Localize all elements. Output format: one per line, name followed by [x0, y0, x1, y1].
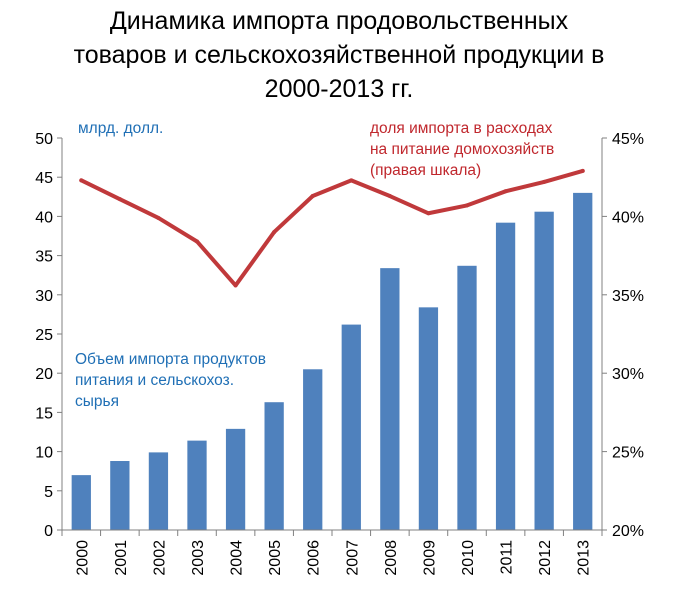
x-axis: 2000 2001 2002 2003 2004 2005 2006 2007 2008 2009…: [61, 530, 603, 576]
line-series-label: доля импорта в расходах на питание домохо…: [370, 120, 554, 179]
line-point: [195, 239, 199, 244]
bar: [573, 192, 593, 530]
right-tick-label: 40%: [612, 209, 644, 226]
bar: [148, 452, 169, 530]
left-tick-label: 30: [35, 288, 53, 305]
chart-title-line-3: 2000-2013 гг.: [264, 75, 414, 103]
x-tick-label: 2013: [576, 540, 593, 576]
x-tick-label: 2011: [499, 540, 516, 575]
left-axis: 0 5 10 15 20 25 30 35 40 45 50: [35, 131, 62, 540]
line-point: [426, 211, 431, 216]
bar: [380, 268, 400, 530]
x-tick-label: 2010: [460, 540, 477, 576]
line-series-label-line: на питание домохозяйств: [370, 141, 554, 158]
line-point: [349, 178, 354, 183]
bar: [110, 461, 130, 530]
right-tick-label: 45%: [612, 131, 644, 148]
bar-series-label: Объем импорта продуктов питания и сельско…: [75, 351, 266, 410]
x-tick-label: 2008: [383, 540, 400, 576]
left-tick-label: 20: [35, 366, 53, 383]
x-tick-label: 2003: [190, 540, 207, 576]
left-tick-label: 45: [35, 170, 53, 187]
right-tick-label: 20%: [612, 523, 644, 540]
line-point: [465, 203, 469, 208]
x-tick-label: 2012: [537, 540, 554, 576]
bar: [71, 475, 91, 530]
x-tick-label: 2004: [229, 540, 246, 576]
left-tick-label: 5: [44, 484, 53, 501]
right-tick-label: 35%: [612, 288, 644, 305]
x-tick-label: 2002: [151, 540, 168, 576]
x-tick-label: 2005: [267, 540, 284, 576]
line-point: [310, 194, 315, 199]
bar: [495, 222, 516, 530]
line-series-label-line: доля импорта в расходах: [370, 120, 553, 137]
line-point: [272, 230, 277, 235]
bar-series: [71, 192, 593, 531]
line-point: [156, 215, 161, 220]
left-tick-label: 35: [35, 249, 53, 266]
left-tick-label: 0: [44, 523, 53, 540]
right-tick-label: 25%: [612, 445, 644, 462]
line-point: [580, 168, 585, 173]
axis-lines: [61, 138, 603, 531]
bar: [264, 402, 284, 530]
bar: [341, 324, 361, 530]
bar-series-label-line: Объем импорта продуктов: [75, 351, 266, 368]
line-point: [79, 178, 84, 183]
bar: [225, 428, 246, 530]
line-series: [79, 168, 585, 288]
x-tick-label: 2009: [421, 540, 438, 576]
x-tick-label: 2001: [113, 540, 130, 576]
chart-title-line-2: товаров и сельскохозяйственной продукции…: [73, 41, 605, 69]
line-point: [503, 189, 508, 194]
line-point: [117, 197, 122, 202]
line-point: [233, 283, 238, 288]
right-axis: 20% 25% 30% 35% 40% 45%: [602, 131, 644, 540]
bar: [457, 265, 477, 530]
left-tick-label: 40: [35, 209, 53, 226]
x-tick-label: 2007: [344, 540, 361, 576]
x-tick-label: 2006: [306, 540, 323, 576]
left-tick-label: 10: [35, 445, 53, 462]
bar-series-label-line: питания и сельскохоз.: [75, 372, 234, 389]
chart-title: Динамика импорта продовольственных товар…: [0, 4, 678, 106]
line-point: [542, 179, 547, 184]
x-tick-label: 2000: [74, 540, 91, 576]
left-tick-label: 25: [35, 327, 53, 344]
bar: [418, 307, 439, 530]
left-tick-label: 50: [35, 131, 53, 148]
left-tick-label: 15: [35, 405, 53, 422]
bar-series-label-line: сырья: [75, 393, 119, 410]
line-point: [387, 194, 392, 199]
bar: [534, 211, 554, 531]
bar: [187, 440, 207, 530]
line-series-label-line: (правая шкала): [370, 162, 481, 179]
chart-title-line-1: Динамика импорта продовольственных: [109, 7, 569, 35]
left-axis-unit: млрд. долл.: [78, 120, 163, 137]
right-tick-label: 30%: [612, 366, 644, 383]
share-line: [79, 168, 585, 288]
bar: [303, 369, 323, 530]
